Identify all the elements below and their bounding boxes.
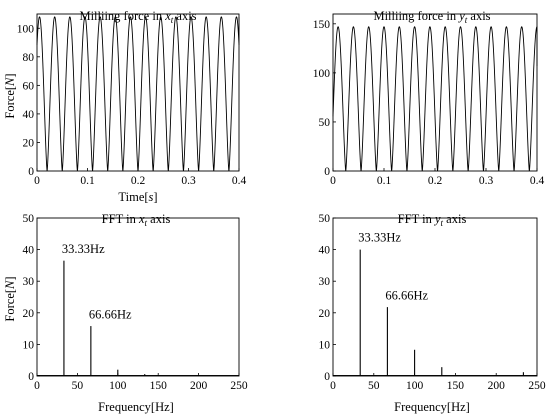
x-tick-label: 0 (34, 380, 40, 392)
x-tick-label: 0 (330, 175, 336, 187)
y-tick-label: 20 (23, 137, 35, 149)
y-tick-label: 0 (28, 166, 34, 178)
title: Milliing force in yt axis (373, 9, 490, 25)
x-tick-label: 250 (230, 380, 248, 392)
title: FFT in xt axis (102, 212, 171, 228)
x-tick-label: 0.3 (181, 175, 196, 187)
x-tick-label: 0.4 (232, 175, 247, 187)
y-axis-label: Force[N] (3, 276, 17, 321)
marks: 33.33Hz 66.66Hz (333, 231, 537, 376)
y-tick-label: 40 (319, 245, 331, 257)
x-tick-label: 0 (330, 380, 336, 392)
y-tick-label: 100 (313, 68, 331, 80)
y-tick-label: 10 (23, 339, 35, 351)
panel-fft-y: FFT in yt axis Frequency[Hz] 33.33Hz 66.6… (319, 212, 546, 414)
y-tick-label: 0 (28, 371, 34, 383)
x-tick-label: 150 (150, 380, 168, 392)
panel-force-y: Milliing force in yt axis 0 0.1 0.2 0.3 0.40… (313, 9, 545, 187)
y-axis-label: Force[N] (3, 73, 17, 118)
y-tick-label: 0 (324, 166, 330, 178)
marks: 33.33Hz 66.66Hz (37, 242, 239, 376)
y-tick-label: 30 (319, 276, 331, 288)
x-tick-label: 50 (368, 380, 380, 392)
x-tick-label: 0.4 (530, 175, 545, 187)
marks (36, 16, 240, 172)
x-axis-label: Frequency[Hz] (394, 400, 470, 414)
force-series-line (36, 16, 240, 172)
axes-frame (36, 217, 240, 377)
y-tick-label: 60 (23, 80, 35, 92)
x-tick-label: 0.2 (131, 175, 146, 187)
ticks: 0 0.1 0.2 0.3 0.4 0 20 40 60 80 100 (17, 23, 247, 187)
axes-frame (332, 217, 538, 377)
title: Milliing force in xt axis (79, 9, 196, 25)
ticks: 0 0.1 0.2 0.3 0.4 0 50 100 150 (313, 19, 545, 187)
x-tick-label: 0.2 (428, 175, 443, 187)
y-tick-label: 30 (23, 276, 35, 288)
y-tick-label: 40 (23, 109, 35, 121)
x-tick-label: 0 (34, 175, 40, 187)
x-axis-label: Frequency[Hz] (98, 400, 174, 414)
x-tick-label: 150 (447, 380, 465, 392)
y-tick-label: 50 (319, 213, 331, 225)
x-tick-label: 200 (488, 380, 506, 392)
x-tick-label: 0.1 (80, 175, 95, 187)
x-tick-label: 0.1 (377, 175, 392, 187)
x-tick-label: 50 (72, 380, 84, 392)
peak-annotation: 33.33Hz (358, 231, 401, 245)
ticks: 0 50 100 150 200 250 0 10 20 30 40 50 (23, 213, 248, 392)
x-axis-label: Time[s] (118, 190, 157, 204)
y-tick-label: 10 (319, 339, 331, 351)
force-series-line (332, 26, 538, 172)
x-tick-label: 250 (528, 380, 546, 392)
y-tick-label: 50 (319, 117, 331, 129)
y-tick-label: 40 (23, 245, 35, 257)
peak-annotation: 33.33Hz (62, 242, 105, 256)
ticks: 0 50 100 150 200 250 0 10 20 30 40 50 (319, 213, 546, 392)
x-tick-label: 200 (190, 380, 208, 392)
y-tick-label: 0 (324, 371, 330, 383)
panel-fft-x: FFT in xt axis Frequency[Hz] Force[N] 33… (3, 212, 248, 414)
y-tick-label: 100 (17, 23, 35, 35)
y-tick-label: 20 (23, 308, 35, 320)
y-tick-label: 20 (319, 308, 331, 320)
y-tick-label: 150 (313, 19, 331, 31)
x-tick-label: 100 (406, 380, 424, 392)
peak-annotation: 66.66Hz (385, 289, 428, 303)
y-tick-label: 80 (23, 52, 35, 64)
panel-force-x: Milliing force in xt axis Time[s] Force[… (3, 9, 246, 204)
y-tick-label: 50 (23, 213, 35, 225)
axes-frame (332, 13, 538, 172)
peak-annotation: 66.66Hz (89, 307, 132, 321)
marks (332, 26, 538, 172)
title: FFT in yt axis (398, 212, 467, 228)
axes-frame (36, 13, 240, 172)
x-tick-label: 100 (109, 380, 127, 392)
x-tick-label: 0.3 (479, 175, 494, 187)
